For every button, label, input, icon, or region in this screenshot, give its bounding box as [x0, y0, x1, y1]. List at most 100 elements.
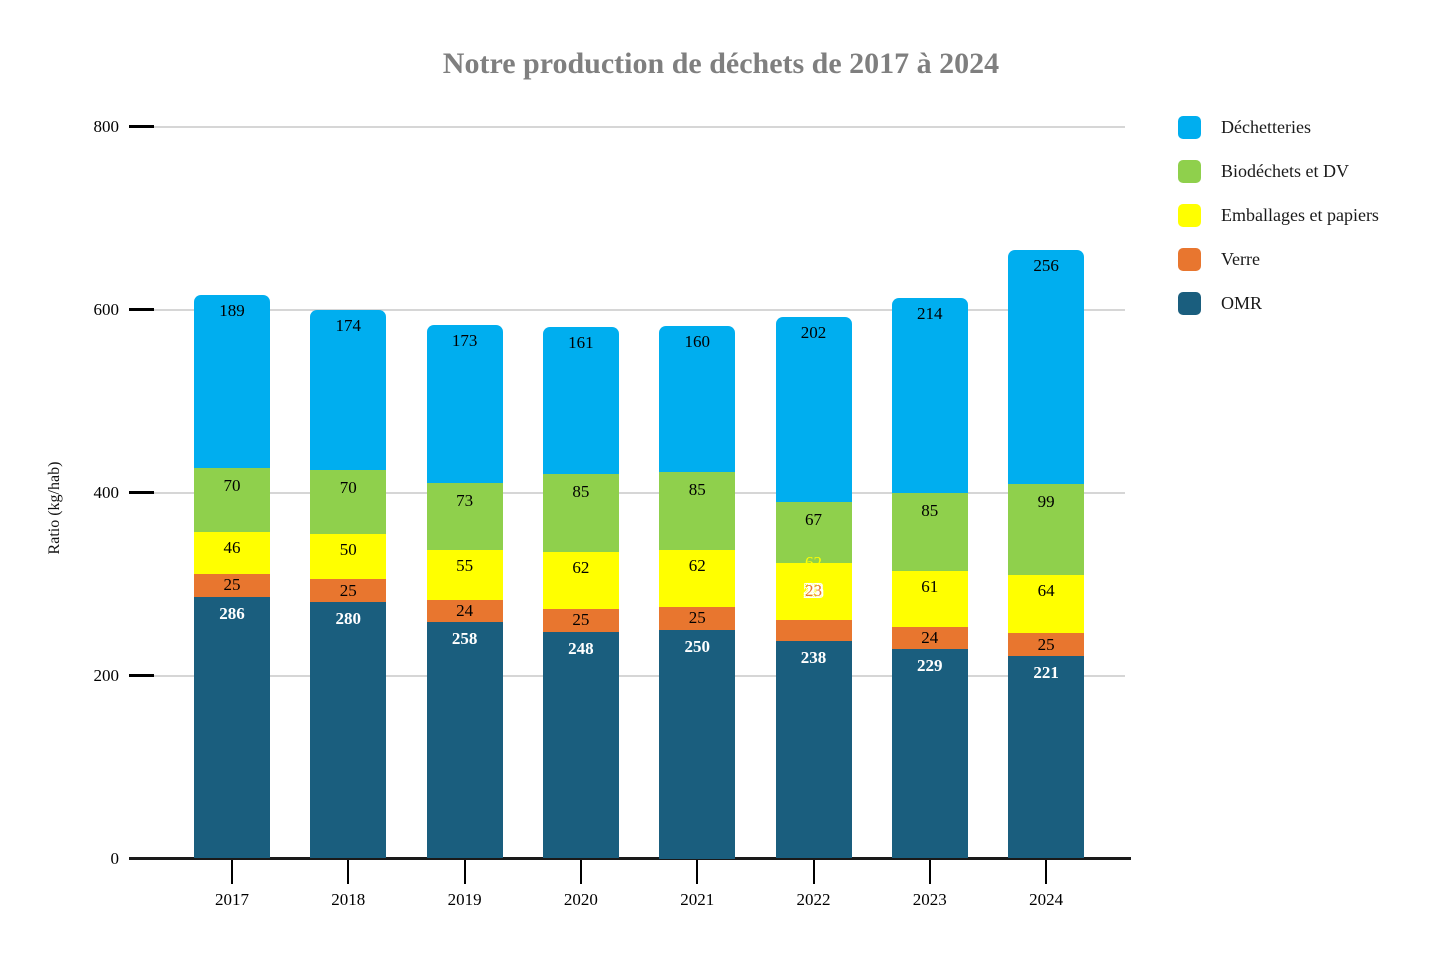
bar-label-verre-2017: 25	[223, 575, 241, 595]
bar-segment-omr-2017	[194, 596, 270, 859]
bar-label-biodechets-et-dv-2022: 67	[805, 509, 822, 529]
bar-label-emballages-et-papiers-2019: 55	[456, 556, 474, 576]
bar-segment-verre-2020	[542, 608, 619, 632]
bar-segment-omr-2023	[891, 648, 968, 859]
bar-label-biodechets-et-dv-2017: 70	[223, 475, 241, 495]
bar-segment-verre-2021	[659, 606, 736, 630]
bar-segment-biodechets-et-dv-2018	[310, 469, 387, 534]
bar-label-emballages-et-papiers-2024: 64	[1037, 580, 1055, 600]
legend-swatch-omr	[1178, 292, 1201, 315]
bar-segment-omr-2018	[310, 602, 387, 859]
legend-label-omr: OMR	[1221, 293, 1263, 313]
bar-segment-omr-2019	[426, 622, 503, 859]
y-tick-label-400: 400	[93, 482, 120, 502]
x-tick-label-2020: 2020	[563, 890, 598, 909]
bar-segment-dechetteries-2021	[659, 325, 736, 473]
y-tick-400	[129, 491, 154, 494]
legend-label-dechetteries: Déchetteries	[1221, 117, 1311, 137]
y-tick-label-200: 200	[93, 665, 120, 685]
bar-segment-omr-2020	[542, 631, 619, 859]
bar-label-omr-2018: 280	[335, 609, 362, 629]
gridline-800	[154, 125, 1125, 128]
bar-segment-verre-2018	[310, 579, 387, 603]
x-tick-label-2023: 2023	[912, 890, 947, 909]
bar-segment-omr-2022	[775, 640, 852, 859]
bar-segment-dechetteries-2023	[891, 297, 968, 494]
bar-segment-dechetteries-2017	[194, 294, 270, 468]
bar-label-emballages-et-papiers-2017: 46	[223, 537, 241, 557]
bar-label-dechetteries-2020: 161	[568, 332, 594, 352]
bar-segment-dechetteries-2019	[426, 325, 503, 484]
legend: Déchetteries Biodéchets et DV Emballages e…	[1178, 116, 1379, 315]
bar-segment-emballages-et-papiers-2019	[426, 550, 503, 601]
bar-segment-emballages-et-papiers-2022	[775, 562, 852, 620]
bar-label-verre-2018: 25	[339, 580, 357, 600]
bar-label-emballages-et-papiers-2022: 62	[805, 552, 822, 572]
chart-title: Notre production de déchets de 2017 à 20…	[442, 47, 1000, 80]
bar-segment-emballages-et-papiers-2018	[310, 533, 387, 580]
bar-label-dechetteries-2017: 189	[219, 300, 245, 320]
bar-label-omr-2021: 250	[684, 636, 710, 656]
legend-label-emballages-et-papiers: Emballages et papiers	[1221, 205, 1379, 225]
bar-label-verre-2020: 25	[572, 610, 590, 630]
bar-segment-verre-2023	[891, 627, 968, 649]
bar-segment-biodechets-et-dv-2024	[1008, 484, 1085, 575]
legend-item-omr: OMR	[1178, 292, 1379, 315]
bar-label-dechetteries-2021: 160	[684, 331, 710, 351]
bar-segment-biodechets-et-dv-2019	[426, 483, 503, 551]
bar-segment-biodechets-et-dv-2017	[194, 467, 270, 532]
x-tick-2023	[928, 860, 931, 884]
bar-label-verre-2024: 25	[1037, 634, 1055, 654]
x-axis-line	[129, 857, 1131, 860]
y-tick-800	[129, 125, 154, 128]
gridline-400	[154, 491, 1125, 494]
legend-item-verre: Verre	[1178, 248, 1379, 271]
bar-label-emballages-et-papiers-2021: 62	[688, 556, 706, 576]
bar-label-verre-2021: 25	[688, 608, 706, 628]
x-tick-2021	[696, 860, 699, 884]
bar-segment-omr-2021	[659, 629, 736, 859]
bar-label-omr-2022: 238	[800, 647, 827, 667]
bar-segment-verre-2017	[194, 573, 270, 597]
legend-label-biodechets-et-dv: Biodéchets et DV	[1221, 161, 1349, 181]
bar-label-biodechets-et-dv-2018: 70	[339, 477, 357, 497]
x-tick-2017	[231, 860, 233, 884]
y-axis-title: Ratio (kg/hab)	[46, 461, 63, 555]
legend-swatch-emballages-et-papiers	[1178, 204, 1201, 227]
bar-segment-emballages-et-papiers-2017	[194, 531, 270, 574]
bar-segment-verre-2024	[1008, 633, 1085, 657]
bar-label-dechetteries-2022: 202	[800, 322, 827, 342]
x-tick-label-2021: 2021	[680, 890, 715, 909]
bar-label-verre-2022: 23	[805, 581, 822, 601]
y-tick-600	[129, 308, 154, 311]
bar-label-dechetteries-2024: 256	[1033, 256, 1059, 276]
y-tick-label-800: 800	[93, 116, 120, 136]
bar-label-biodechets-et-dv-2021: 85	[688, 480, 706, 500]
bar-segment-emballages-et-papiers-2021	[659, 550, 736, 607]
y-tick-label-0: 0	[110, 848, 120, 868]
bar-segment-dechetteries-2022	[775, 316, 852, 502]
y-tick-label-600: 600	[93, 299, 120, 319]
bar-segment-emballages-et-papiers-2024	[1008, 574, 1085, 634]
bar-segment-dechetteries-2024	[1008, 250, 1085, 485]
x-tick-label-2022: 2022	[796, 890, 831, 909]
x-tick-label-2018: 2018	[331, 890, 366, 909]
legend-swatch-dechetteries	[1178, 116, 1201, 139]
bar-label-omr-2019: 258	[451, 629, 478, 649]
bar-label-emballages-et-papiers-2018: 50	[339, 539, 357, 559]
bar-segment-biodechets-et-dv-2021	[659, 472, 736, 551]
x-tick-2022	[812, 860, 815, 884]
bar-segment-emballages-et-papiers-2023	[891, 571, 968, 627]
bar-segment-omr-2024	[1008, 656, 1085, 859]
x-tick-2020	[579, 860, 582, 884]
bar-label-biodechets-et-dv-2024: 99	[1037, 492, 1055, 512]
bar-segment-biodechets-et-dv-2022	[775, 501, 852, 563]
bar-label-dechetteries-2023: 214	[917, 303, 943, 323]
y-tick-200	[129, 674, 154, 677]
bar-label-emballages-et-papiers-2023: 61	[921, 577, 939, 597]
bar-label-omr-2020: 248	[568, 638, 594, 658]
x-tick-2018	[347, 860, 350, 884]
bar-label-biodechets-et-dv-2019: 73	[456, 491, 474, 511]
bar-label-biodechets-et-dv-2023: 85	[921, 501, 939, 521]
legend-swatch-verre	[1178, 248, 1201, 271]
